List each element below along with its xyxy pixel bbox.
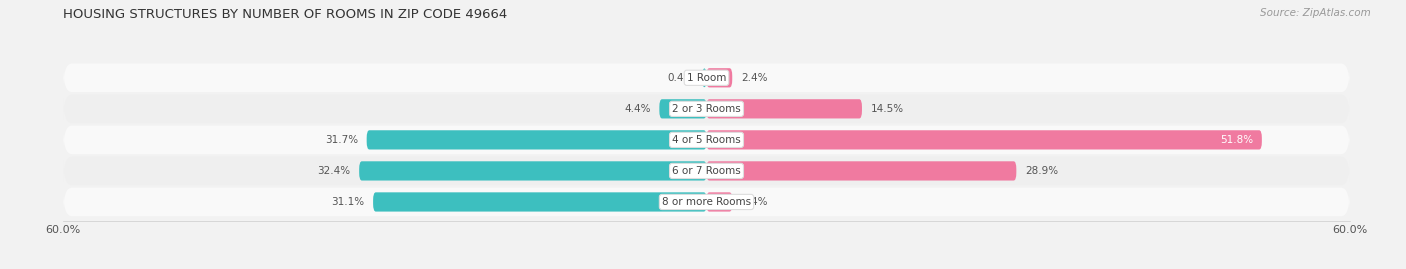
FancyBboxPatch shape <box>707 68 733 87</box>
Text: 0.4%: 0.4% <box>668 73 693 83</box>
Text: 4.4%: 4.4% <box>624 104 651 114</box>
FancyBboxPatch shape <box>359 161 707 180</box>
Text: 51.8%: 51.8% <box>1220 135 1253 145</box>
FancyBboxPatch shape <box>63 95 1350 123</box>
Text: 14.5%: 14.5% <box>870 104 904 114</box>
Text: Source: ZipAtlas.com: Source: ZipAtlas.com <box>1260 8 1371 18</box>
FancyBboxPatch shape <box>373 192 707 212</box>
Text: 31.1%: 31.1% <box>332 197 364 207</box>
Text: 1 Room: 1 Room <box>686 73 727 83</box>
FancyBboxPatch shape <box>63 63 1350 92</box>
FancyBboxPatch shape <box>63 157 1350 185</box>
Text: 28.9%: 28.9% <box>1025 166 1059 176</box>
Text: 2.4%: 2.4% <box>741 197 768 207</box>
FancyBboxPatch shape <box>707 99 862 118</box>
FancyBboxPatch shape <box>707 192 733 212</box>
FancyBboxPatch shape <box>63 126 1350 154</box>
Text: 31.7%: 31.7% <box>325 135 359 145</box>
Text: 2 or 3 Rooms: 2 or 3 Rooms <box>672 104 741 114</box>
Text: 6 or 7 Rooms: 6 or 7 Rooms <box>672 166 741 176</box>
Text: 32.4%: 32.4% <box>318 166 350 176</box>
FancyBboxPatch shape <box>702 68 707 87</box>
Text: 8 or more Rooms: 8 or more Rooms <box>662 197 751 207</box>
FancyBboxPatch shape <box>707 130 1261 150</box>
Text: HOUSING STRUCTURES BY NUMBER OF ROOMS IN ZIP CODE 49664: HOUSING STRUCTURES BY NUMBER OF ROOMS IN… <box>63 8 508 21</box>
Text: 2.4%: 2.4% <box>741 73 768 83</box>
FancyBboxPatch shape <box>63 188 1350 216</box>
FancyBboxPatch shape <box>707 161 1017 180</box>
FancyBboxPatch shape <box>659 99 707 118</box>
Text: 4 or 5 Rooms: 4 or 5 Rooms <box>672 135 741 145</box>
FancyBboxPatch shape <box>367 130 707 150</box>
